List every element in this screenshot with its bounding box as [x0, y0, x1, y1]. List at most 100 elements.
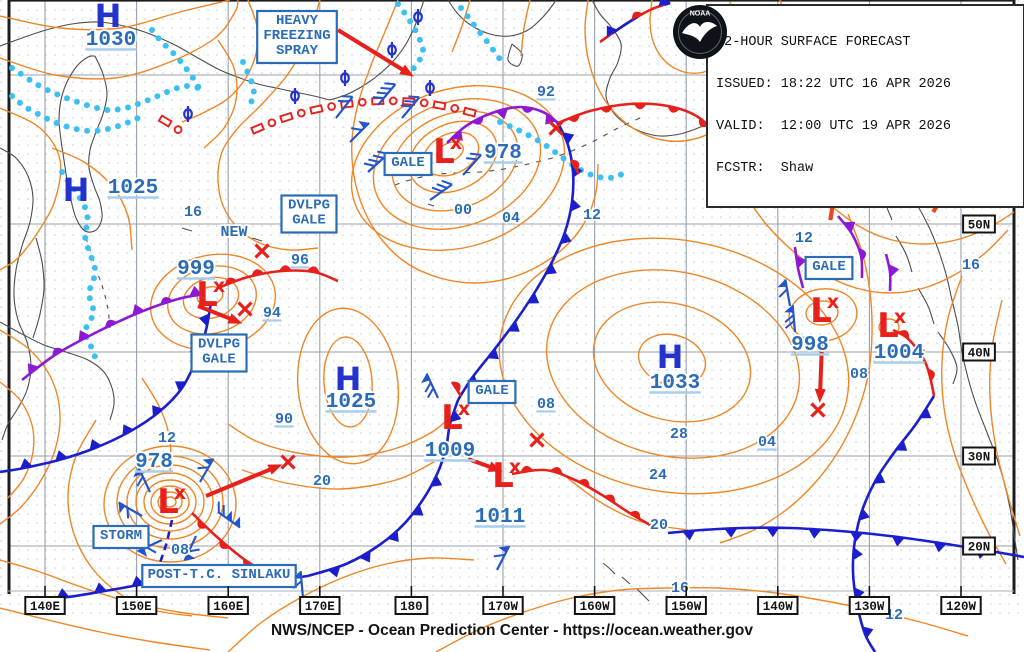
front-triangle: [56, 588, 70, 599]
isobar-ring: [498, 237, 850, 495]
ice-edge-dot: [412, 27, 419, 34]
front-semicircle: [451, 381, 461, 393]
high-center-symbol: H: [95, 0, 122, 35]
high-center-symbol: H: [63, 171, 90, 209]
frontolysis-rect: [462, 106, 477, 118]
wind-barb: [784, 305, 797, 333]
svg-text:160E: 160E: [213, 600, 243, 614]
wind-barb: [462, 152, 482, 176]
forecast-pressure-label: 04: [758, 434, 776, 451]
front-triangle: [94, 582, 107, 593]
front-triangle: [78, 330, 90, 342]
freezing-spray-icon: [340, 70, 350, 86]
front-semicircle: [52, 347, 64, 357]
isobar-label: NEW: [220, 224, 247, 241]
forecast-pressure-label: 96: [291, 252, 309, 269]
ice-edge-dot: [124, 119, 131, 126]
front-semicircle: [219, 539, 230, 550]
svg-text:150E: 150E: [122, 600, 152, 614]
lon-label-150W: 150W: [665, 586, 707, 615]
isobar-ring: [126, 464, 214, 540]
front-triangle: [682, 530, 696, 541]
isobar: [559, 471, 689, 531]
lon-label-140E: 140E: [24, 586, 66, 615]
svg-text:x: x: [509, 456, 521, 478]
front-triangle: [189, 285, 203, 297]
coastline: [427, 203, 435, 207]
svg-text:L: L: [492, 456, 514, 496]
isobar-label: 16: [671, 580, 689, 597]
coastline: [507, 43, 523, 67]
svg-text:L: L: [433, 132, 455, 172]
ice-edge-dot: [183, 66, 190, 73]
ice-edge-dot: [64, 95, 70, 102]
wind-barb: [400, 95, 421, 119]
wind-barb: [197, 458, 215, 483]
ice-edge-dot: [16, 99, 23, 106]
ice-edge-dot: [54, 91, 61, 98]
high-center-symbol: H: [335, 360, 362, 398]
frontolysis-circle: [419, 98, 429, 108]
isobar: [0, 0, 231, 31]
svg-text:SPRAY: SPRAY: [276, 43, 319, 59]
map-frame: [7, 0, 1016, 594]
ice-edge-dot: [73, 98, 80, 105]
occluded-front: [21, 292, 206, 382]
isobar: [719, 213, 873, 544]
svg-text:x: x: [450, 132, 462, 154]
low-center-symbol: Lx: [157, 482, 186, 522]
ice-edge-dot: [490, 46, 496, 53]
high-center-symbol: H: [657, 338, 684, 376]
wind-barbs: [118, 82, 797, 599]
isobar: [241, 461, 435, 490]
low-center-symbol: Lx: [441, 398, 470, 438]
icing-symbols: [183, 9, 435, 122]
low-center-symbol: Lx: [196, 275, 225, 315]
front-semicircle: [600, 106, 613, 113]
coastline: [181, 227, 193, 232]
ice-edge-dot: [115, 123, 121, 130]
front-triangle: [450, 409, 462, 423]
isobar: [0, 329, 61, 525]
ice-edge-dot: [395, 1, 401, 7]
front-semicircle: [631, 11, 643, 21]
front-triangle: [560, 231, 572, 245]
lat-label-20N: 20N: [962, 536, 996, 556]
isobar: [351, 0, 599, 284]
isobar-label: 16: [962, 257, 980, 274]
frontolysis-circle: [450, 104, 460, 113]
coastline: [0, 321, 115, 421]
front-semicircle: [279, 265, 292, 272]
forecast-pressure-label: 08: [537, 396, 555, 413]
isobar-label: 20: [313, 473, 331, 490]
cold-front: [851, 395, 936, 652]
svg-text:L: L: [157, 482, 179, 522]
warning-boxes: HEAVYFREEZINGSPRAYGALEDVLPGGALEDVLPGGALE…: [92, 9, 854, 589]
ice-edge-dot: [543, 143, 550, 149]
forecast-x-mark: [548, 120, 564, 136]
isobar-label: 00: [454, 202, 472, 219]
ice-edge-dot: [9, 93, 15, 99]
front-triangle: [895, 440, 908, 451]
front-semicircle: [859, 248, 867, 261]
ice-edge-dot: [497, 119, 503, 125]
wind-barb: [183, 535, 200, 561]
isobar: [227, 557, 475, 652]
frontolysis-rect: [250, 122, 266, 135]
ice-edge-dot: [84, 214, 91, 221]
svg-text:180: 180: [400, 600, 423, 614]
front-semicircle: [550, 467, 563, 475]
ice-edge-dot: [59, 169, 65, 175]
ice-edge-dot: [552, 149, 559, 156]
noaa-logo-emblem: NOAA: [673, 5, 727, 59]
isobar-ring: [296, 307, 400, 465]
ice-edge-dot: [410, 65, 417, 72]
frontolysis-circle: [296, 108, 306, 118]
front-triangle: [545, 263, 557, 275]
svg-text:140E: 140E: [30, 600, 60, 614]
ice-edge-dot: [134, 101, 141, 107]
freezing-spray-icon: [425, 80, 435, 96]
front-semicircle: [633, 103, 647, 110]
front-triangle: [131, 575, 145, 587]
